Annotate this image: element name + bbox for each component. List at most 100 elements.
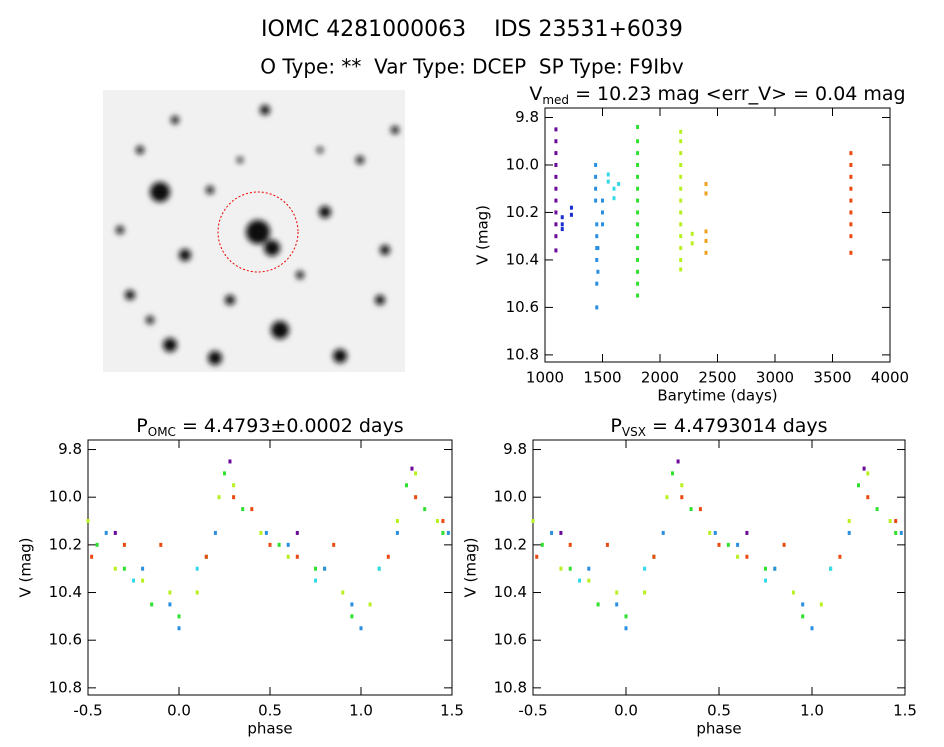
data-point — [680, 495, 684, 500]
data-point — [736, 554, 740, 559]
data-point — [704, 229, 708, 234]
data-point — [601, 222, 604, 227]
x-tick-label: 2500 — [698, 369, 736, 387]
data-point — [713, 530, 717, 535]
data-point — [689, 507, 693, 512]
data-point — [332, 542, 336, 547]
data-point — [849, 222, 853, 227]
data-point — [595, 281, 599, 286]
data-point — [195, 590, 199, 595]
data-point — [259, 530, 263, 535]
data-point — [122, 566, 126, 571]
figure-subtitle: O Type: ** Var Type: DCEP SP Type: F9Ibv — [260, 55, 684, 79]
data-point — [888, 519, 892, 524]
data-point — [228, 459, 232, 464]
data-point — [679, 162, 683, 167]
data-point — [615, 602, 619, 607]
data-point — [596, 602, 600, 607]
y-tick-label: 10.6 — [506, 298, 539, 316]
chart-title: Vmed = 10.23 mag <err_V> = 0.04 mag — [529, 83, 905, 107]
data-point — [441, 530, 445, 535]
data-point — [350, 614, 354, 619]
data-point — [350, 602, 354, 607]
y-tick-label: 10.4 — [506, 250, 539, 268]
y-tick-label: 10.0 — [506, 155, 539, 173]
data-point — [86, 519, 90, 524]
data-point — [295, 554, 299, 559]
data-point — [554, 222, 558, 227]
data-point — [132, 578, 135, 583]
data-point — [704, 238, 708, 243]
data-point — [643, 566, 647, 571]
data-point — [595, 257, 599, 262]
data-point — [708, 530, 712, 535]
data-point — [764, 566, 767, 571]
x-tick-label: 1.0 — [800, 702, 824, 720]
data-point — [177, 626, 181, 631]
figure-title: IOMC 4281000063 IDS 23531+6039 — [261, 17, 683, 42]
data-point — [726, 542, 730, 547]
data-point — [636, 281, 640, 286]
title-rest: = 4.4793±0.0002 days — [176, 415, 404, 437]
x-axis-label: phase — [247, 720, 292, 738]
data-point — [679, 246, 683, 251]
data-point — [849, 234, 853, 239]
y-tick-label: 10.0 — [494, 488, 527, 506]
data-point — [141, 566, 145, 571]
data-point — [554, 248, 558, 253]
title-rest: = 10.23 mag <err_V> = 0.04 mag — [569, 83, 906, 105]
data-point — [690, 231, 694, 236]
data-point — [250, 507, 254, 512]
data-point — [636, 257, 640, 262]
y-axis-label: V (mag) — [462, 537, 480, 597]
data-point — [717, 542, 721, 547]
data-point — [435, 519, 439, 524]
x-tick-label: 1.5 — [893, 702, 917, 720]
data-point — [679, 139, 683, 144]
y-tick-label: 10.0 — [49, 488, 82, 506]
data-point — [636, 234, 640, 239]
data-point — [810, 626, 814, 631]
data-point — [395, 530, 399, 535]
y-tick-label: 10.4 — [494, 583, 527, 601]
data-point — [679, 186, 683, 191]
data-point — [410, 466, 414, 471]
data-point — [568, 542, 572, 547]
y-axis-label: V (mag) — [17, 537, 35, 597]
data-point — [636, 162, 640, 167]
data-point — [587, 566, 591, 571]
y-tick-label: 10.8 — [506, 345, 539, 363]
chart-title: POMC = 4.4793±0.0002 days — [136, 415, 403, 439]
data-point — [569, 205, 573, 210]
data-point — [690, 241, 694, 246]
data-point — [849, 162, 853, 167]
data-point — [554, 198, 558, 203]
data-point — [113, 530, 117, 535]
data-point — [849, 186, 853, 191]
data-point — [90, 554, 94, 559]
y-tick-label: 10.8 — [494, 678, 527, 696]
data-point — [177, 614, 181, 619]
data-point — [601, 198, 604, 203]
title-subscript: VSX — [622, 425, 646, 439]
data-point — [862, 466, 866, 471]
data-point — [745, 530, 749, 535]
data-point — [671, 471, 674, 476]
data-point — [636, 174, 640, 179]
data-point — [866, 471, 870, 476]
data-point — [606, 172, 610, 177]
data-point — [894, 519, 898, 524]
title-subscript: OMC — [148, 425, 176, 439]
data-point — [150, 602, 154, 607]
data-point — [386, 554, 390, 559]
data-point — [295, 530, 299, 535]
data-point — [704, 191, 708, 196]
title-main: V — [529, 83, 542, 105]
x-tick-label: 1000 — [526, 369, 564, 387]
data-point — [679, 151, 683, 156]
x-axis-label: Barytime (days) — [657, 387, 777, 405]
y-tick-label: 10.8 — [49, 678, 82, 696]
data-point — [605, 542, 609, 547]
data-point — [636, 124, 640, 129]
